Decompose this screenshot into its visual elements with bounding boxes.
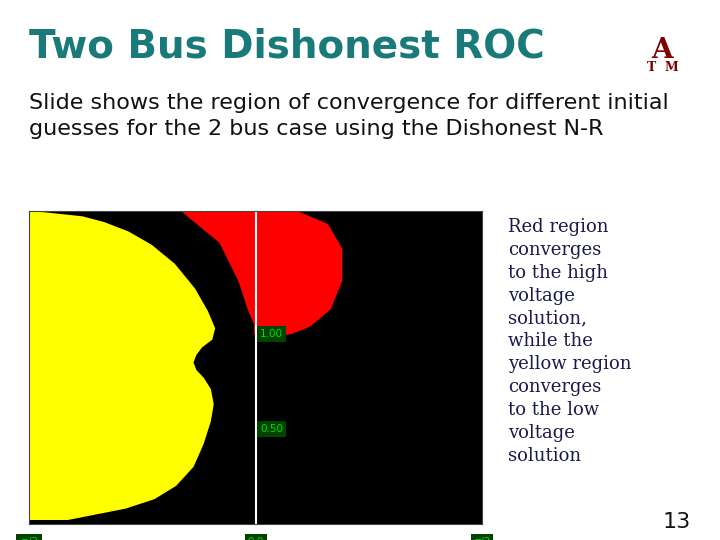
Text: π/2: π/2: [474, 537, 490, 540]
Text: 0.0: 0.0: [248, 537, 264, 540]
Text: Slide shows the region of convergence for different initial
guesses for the 2 bu: Slide shows the region of convergence fo…: [29, 93, 669, 139]
Text: 0.50: 0.50: [260, 424, 283, 434]
Text: Two Bus Dishonest ROC: Two Bus Dishonest ROC: [29, 27, 544, 65]
Text: -π/2: -π/2: [19, 537, 39, 540]
Text: A: A: [652, 37, 673, 64]
Text: T  M: T M: [647, 61, 678, 74]
Text: -  □  x: - □ x: [451, 200, 477, 209]
Text: 13: 13: [663, 512, 691, 532]
Polygon shape: [181, 211, 342, 338]
Text: 1.00: 1.00: [260, 329, 283, 339]
Text: Figure: Figure: [35, 200, 66, 210]
Polygon shape: [29, 211, 215, 520]
Text: Red region
converges
to the high
voltage
solution,
while the
yellow region
conve: Red region converges to the high voltage…: [508, 218, 631, 465]
